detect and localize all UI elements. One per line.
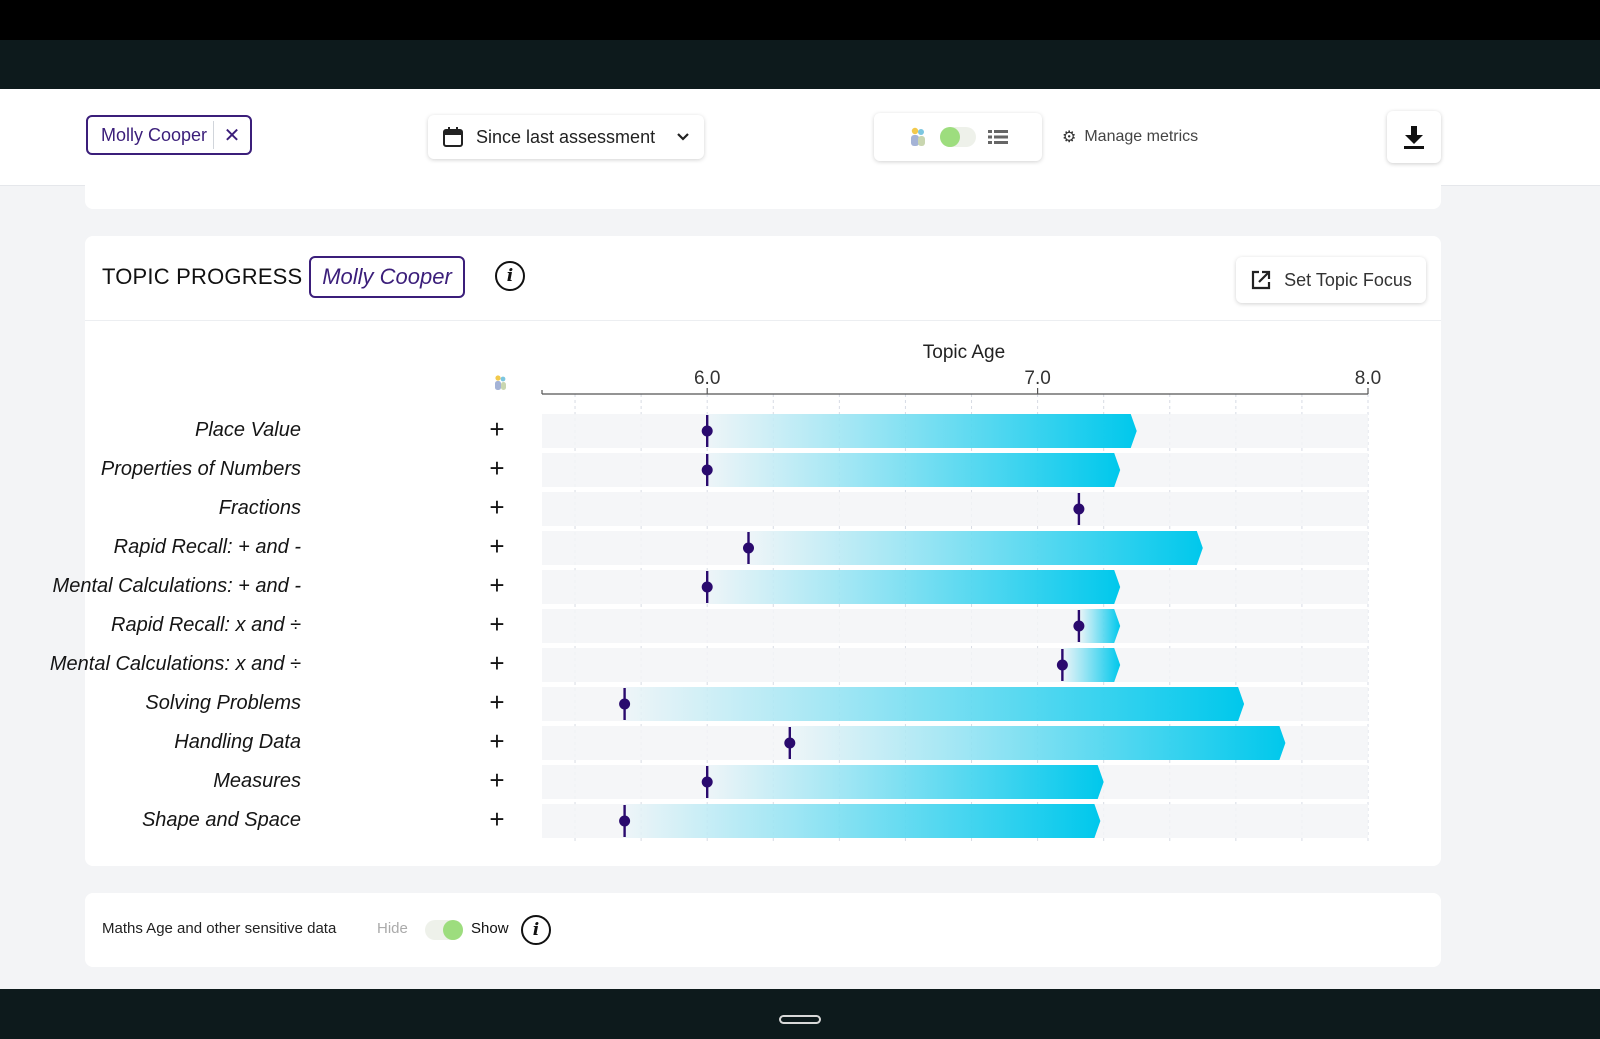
topic-label: Rapid Recall: x and ÷ [111, 614, 301, 636]
show-label: Show [471, 920, 509, 937]
start-marker [619, 698, 631, 710]
view-toggle-switch[interactable] [940, 127, 976, 147]
plus-icon[interactable]: + [489, 414, 505, 444]
set-topic-focus-button[interactable]: Set Topic Focus [1236, 257, 1426, 303]
download-button[interactable] [1387, 111, 1441, 163]
date-range-dropdown[interactable]: Since last assessment [428, 115, 704, 159]
plus-icon[interactable]: + [489, 453, 505, 483]
start-marker [701, 464, 713, 476]
start-marker [784, 737, 796, 749]
progress-bar [707, 453, 1121, 487]
progress-bar [624, 804, 1101, 838]
start-marker [619, 815, 631, 827]
plus-icon[interactable]: + [489, 765, 505, 795]
x-tick-label: 8.0 [1355, 368, 1381, 389]
app-header-bar [0, 40, 1600, 89]
progress-bar [1078, 609, 1121, 643]
plus-icon[interactable]: + [489, 726, 505, 756]
download-icon [1404, 126, 1424, 149]
topic-label: Rapid Recall: + and - [113, 536, 301, 558]
hide-label: Hide [377, 920, 408, 937]
topic-label: Mental Calculations: + and - [52, 575, 301, 597]
progress-bar [707, 414, 1137, 448]
progress-bar [748, 531, 1203, 565]
topic-label: Handling Data [174, 731, 301, 753]
topic-label: Measures [213, 770, 301, 792]
progress-bar [789, 726, 1286, 760]
sensitive-data-toggle[interactable] [425, 920, 463, 940]
plus-icon[interactable]: + [489, 570, 505, 600]
list-icon[interactable] [988, 129, 1008, 145]
plus-icon[interactable]: + [489, 531, 505, 561]
chart-title: Topic Age [923, 342, 1005, 363]
manage-metrics-label: Manage metrics [1084, 128, 1199, 145]
student-filter-chip[interactable]: Molly Cooper ✕ [86, 115, 252, 155]
topic-label: Mental Calculations: x and ÷ [49, 653, 301, 675]
info-icon[interactable]: i [521, 915, 551, 945]
x-tick-label: 7.0 [1024, 368, 1050, 389]
student-chip-label: Molly Cooper [101, 124, 208, 145]
topic-label: Shape and Space [141, 809, 301, 831]
plus-icon[interactable]: + [489, 804, 505, 834]
topic-label: Fractions [218, 497, 301, 519]
row-background [542, 609, 1368, 643]
home-indicator[interactable] [779, 1015, 821, 1024]
start-marker [701, 581, 713, 593]
topic-label: Properties of Numbers [100, 458, 301, 480]
progress-bar [707, 570, 1121, 604]
start-marker [1073, 503, 1085, 515]
calendar-icon [443, 127, 463, 147]
start-marker [1056, 659, 1068, 671]
sensitive-data-label: Maths Age and other sensitive data [102, 920, 337, 937]
status-bar [0, 0, 1600, 40]
card-header: TOPIC PROGRESS Molly Cooper i Set Topic … [85, 236, 1441, 321]
topic-progress-card: TOPIC PROGRESS Molly Cooper i Set Topic … [50, 236, 1441, 866]
view-toggle-group [874, 113, 1042, 161]
sensitive-data-card: Maths Age and other sensitive data Hide … [85, 893, 1441, 967]
topic-label: Place Value [195, 419, 301, 441]
card-title: TOPIC PROGRESS [102, 264, 303, 289]
navigation-bar [0, 989, 1600, 1039]
info-icon[interactable]: i [495, 261, 525, 291]
close-icon[interactable]: ✕ [223, 124, 241, 147]
manage-metrics-link[interactable]: ⚙ Manage metrics [1062, 127, 1198, 147]
x-tick-label: 6.0 [694, 368, 720, 389]
gear-icon: ⚙ [1062, 129, 1077, 146]
row-background [542, 492, 1368, 526]
plus-icon[interactable]: + [489, 492, 505, 522]
progress-bar [624, 687, 1245, 721]
plus-icon[interactable]: + [489, 687, 505, 717]
topic-age-chart: Topic Age 6.0 7.0 8.0 [495, 342, 1381, 843]
plus-icon[interactable]: + [489, 609, 505, 639]
plus-icon[interactable]: + [489, 648, 505, 678]
filter-toolbar: Molly Cooper ✕ Since last assessment [0, 89, 1600, 186]
row-background [542, 648, 1368, 682]
start-marker [743, 542, 754, 554]
external-link-icon [1252, 270, 1271, 290]
chip-divider [213, 121, 214, 149]
start-marker [1073, 620, 1085, 632]
start-marker [701, 425, 713, 437]
date-range-label: Since last assessment [476, 126, 656, 147]
progress-bar [707, 765, 1104, 799]
progress-bar [1062, 648, 1121, 682]
student-name-chip: Molly Cooper [309, 256, 465, 298]
start-marker [701, 776, 713, 788]
previous-card-bottom [85, 185, 1441, 209]
group-icon[interactable] [908, 126, 928, 148]
topic-label: Solving Problems [145, 692, 301, 714]
group-icon [495, 375, 506, 390]
chevron-down-icon [677, 133, 689, 141]
set-topic-focus-label: Set Topic Focus [1284, 269, 1412, 290]
